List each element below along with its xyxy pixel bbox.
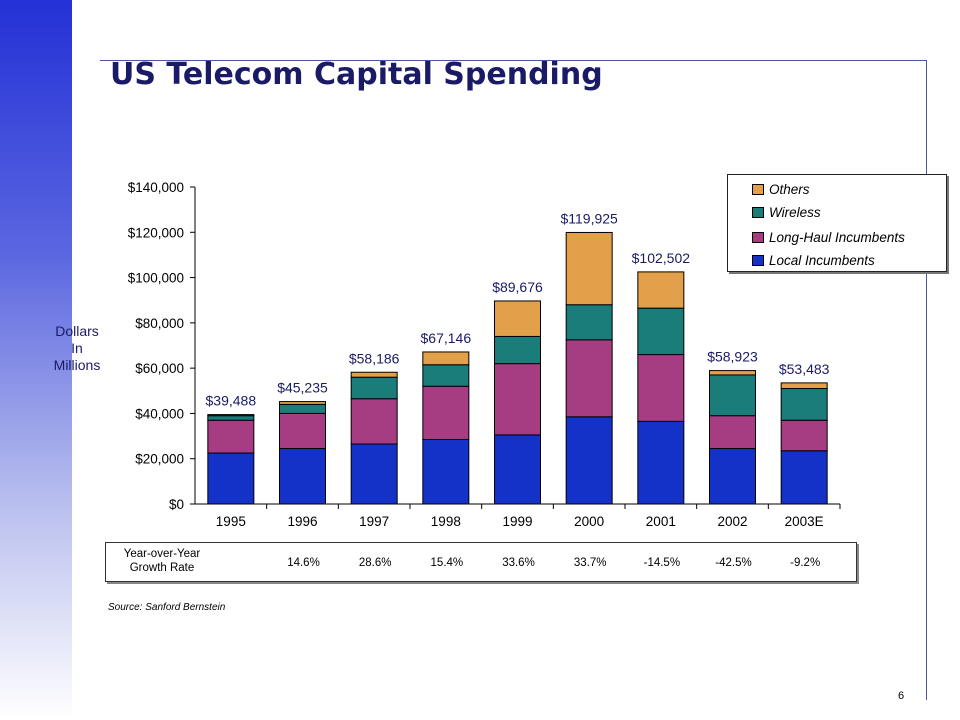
bar-segment bbox=[422, 364, 470, 387]
y-tick-label: $80,000 bbox=[135, 316, 184, 331]
side-gradient-bar bbox=[0, 0, 72, 720]
bar-segment bbox=[709, 448, 756, 505]
bar-segment bbox=[565, 416, 613, 505]
x-tick-label: 1998 bbox=[431, 514, 461, 529]
bar-segment bbox=[207, 414, 255, 417]
x-tick-label: 1997 bbox=[359, 514, 389, 529]
x-tick-label: 2000 bbox=[574, 514, 604, 529]
bar-segment bbox=[637, 271, 685, 309]
legend-label-others: Others bbox=[769, 181, 810, 197]
growth-rate-value: -14.5% bbox=[643, 557, 681, 569]
y-axis-label: Dollars In Millions bbox=[40, 323, 114, 374]
bar-segment bbox=[279, 401, 326, 405]
bar-segment bbox=[422, 385, 470, 440]
page-number: 6 bbox=[898, 690, 905, 702]
legend-label-wireless: Wireless bbox=[769, 204, 821, 220]
y-axis-label-line-1: Dollars bbox=[55, 323, 99, 339]
bar-segment bbox=[780, 450, 828, 505]
y-tick-label: $0 bbox=[169, 497, 184, 512]
growth-rate-value: 33.7% bbox=[573, 557, 607, 569]
x-tick-label: 2003E bbox=[785, 514, 824, 529]
bar-segment bbox=[422, 351, 470, 366]
bar-segment bbox=[207, 419, 255, 454]
y-tick-label: $140,000 bbox=[128, 180, 184, 195]
bar-total-label: $39,488 bbox=[206, 393, 257, 409]
bar-total-label: $67,146 bbox=[421, 330, 472, 346]
bar-total-label: $58,186 bbox=[349, 350, 400, 366]
bar-segment bbox=[494, 300, 541, 337]
legend-swatch-local bbox=[752, 254, 764, 266]
bar-segment bbox=[709, 370, 756, 376]
bar-segment bbox=[350, 376, 398, 400]
y-tick-label: $20,000 bbox=[135, 452, 184, 467]
x-tick-label: 2002 bbox=[717, 514, 747, 529]
x-tick-label: 1995 bbox=[216, 514, 246, 529]
source-note: Source: Sanford Bernstein bbox=[108, 602, 226, 613]
bar-total-label: $119,925 bbox=[560, 210, 618, 226]
chart-legend: Others Wireless Long-Haul Incumbents Loc… bbox=[727, 174, 947, 272]
bar-total-label: $45,235 bbox=[277, 380, 328, 396]
top-divider bbox=[100, 60, 926, 61]
x-tick-label: 1999 bbox=[502, 514, 532, 529]
bar-segment bbox=[350, 443, 398, 505]
bar-segment bbox=[565, 304, 613, 341]
bar-segment bbox=[637, 307, 685, 356]
growth-rate-value: -9.2% bbox=[790, 557, 821, 569]
bar-segment bbox=[637, 420, 685, 505]
bar-total-label: $89,676 bbox=[492, 279, 543, 295]
growth-rate-value: -42.5% bbox=[715, 557, 752, 569]
y-axis-label-line-2: In bbox=[71, 340, 83, 356]
bar-segment bbox=[350, 371, 398, 378]
bar-segment bbox=[494, 363, 541, 436]
bar-segment bbox=[565, 339, 613, 418]
bar-segment bbox=[709, 374, 756, 417]
legend-item-long-haul: Long-Haul Incumbents bbox=[752, 229, 905, 245]
x-tick-label: 2001 bbox=[646, 514, 676, 529]
growth-rate-value: 33.6% bbox=[502, 557, 535, 569]
x-tick-label: 1996 bbox=[287, 514, 317, 529]
bar-segment bbox=[494, 434, 541, 505]
growth-rate-table: Year-over-Year Growth Rate 14.6% 28.6% 15.… bbox=[105, 542, 857, 582]
bar-segment bbox=[494, 335, 541, 365]
legend-item-wireless: Wireless bbox=[752, 204, 821, 220]
growth-rate-value: 28.6% bbox=[358, 557, 392, 569]
bar-segment bbox=[207, 415, 255, 421]
legend-label-long-haul: Long-Haul Incumbents bbox=[769, 229, 905, 245]
bar-segment bbox=[350, 398, 398, 445]
bar-segment bbox=[422, 438, 470, 505]
bar-segment bbox=[780, 382, 828, 390]
bar-total-label: $53,483 bbox=[779, 361, 830, 377]
legend-item-local: Local Incumbents bbox=[752, 252, 875, 268]
growth-rate-label: Year-over-Year Growth Rate bbox=[106, 547, 218, 575]
growth-rate-value: 15.4% bbox=[430, 557, 464, 569]
y-tick-label: $100,000 bbox=[128, 271, 184, 286]
bar-total-label: $102,502 bbox=[632, 250, 691, 266]
growth-rate-label-line-1: Year-over-Year bbox=[123, 548, 201, 560]
bar-total-label: $58,923 bbox=[707, 349, 758, 365]
y-tick-label: $40,000 bbox=[135, 406, 184, 421]
right-divider bbox=[926, 60, 927, 700]
legend-item-others: Others bbox=[752, 181, 810, 197]
y-axis-label-line-3: Millions bbox=[53, 357, 101, 373]
bar-segment bbox=[709, 415, 756, 450]
growth-rate-value: 14.6% bbox=[287, 557, 320, 569]
legend-swatch-wireless bbox=[752, 206, 764, 218]
y-tick-label: $120,000 bbox=[128, 225, 184, 240]
bar-segment bbox=[780, 419, 828, 452]
legend-label-local: Local Incumbents bbox=[769, 252, 875, 268]
bar-segment bbox=[279, 412, 326, 450]
legend-swatch-long-haul bbox=[752, 231, 764, 243]
bar-segment bbox=[565, 231, 613, 306]
growth-rate-label-line-2: Growth Rate bbox=[129, 562, 195, 574]
bar-segment bbox=[780, 388, 828, 421]
bar-segment bbox=[207, 452, 255, 505]
legend-swatch-others bbox=[752, 183, 764, 195]
bar-segment bbox=[637, 354, 685, 422]
bar-segment bbox=[279, 403, 326, 414]
y-tick-label: $60,000 bbox=[135, 361, 184, 376]
page-title: US Telecom Capital Spending bbox=[110, 57, 603, 92]
bar-segment bbox=[279, 448, 326, 505]
